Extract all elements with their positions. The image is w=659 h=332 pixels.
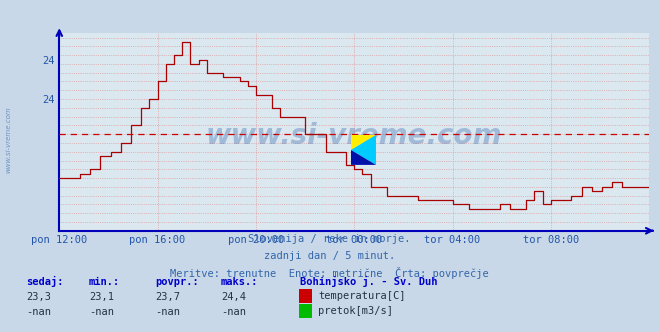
- Text: 23,3: 23,3: [26, 292, 51, 302]
- Polygon shape: [351, 150, 376, 165]
- Text: povpr.:: povpr.:: [155, 277, 198, 287]
- Text: Meritve: trenutne  Enote: metrične  Črta: povprečje: Meritve: trenutne Enote: metrične Črta: …: [170, 267, 489, 279]
- Text: min.:: min.:: [89, 277, 120, 287]
- Text: -nan: -nan: [89, 307, 114, 317]
- Text: 23,7: 23,7: [155, 292, 180, 302]
- Text: www.si-vreme.com: www.si-vreme.com: [5, 106, 11, 173]
- Text: Bohinjsko j. - Sv. Duh: Bohinjsko j. - Sv. Duh: [300, 276, 438, 287]
- Text: -nan: -nan: [221, 307, 246, 317]
- Text: 23,1: 23,1: [89, 292, 114, 302]
- Text: zadnji dan / 5 minut.: zadnji dan / 5 minut.: [264, 251, 395, 261]
- Polygon shape: [351, 135, 376, 165]
- Text: temperatura[C]: temperatura[C]: [318, 291, 406, 301]
- Polygon shape: [351, 135, 376, 150]
- Text: -nan: -nan: [26, 307, 51, 317]
- Text: Slovenija / reke in morje.: Slovenija / reke in morje.: [248, 234, 411, 244]
- Text: pretok[m3/s]: pretok[m3/s]: [318, 306, 393, 316]
- Text: www.si-vreme.com: www.si-vreme.com: [206, 122, 502, 150]
- Text: -nan: -nan: [155, 307, 180, 317]
- Text: maks.:: maks.:: [221, 277, 258, 287]
- Text: 24,4: 24,4: [221, 292, 246, 302]
- Text: sedaj:: sedaj:: [26, 276, 64, 287]
